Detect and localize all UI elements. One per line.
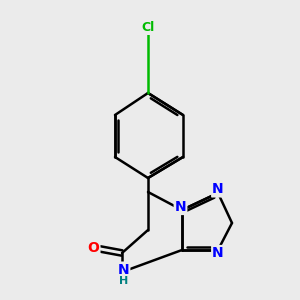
Text: Cl: Cl: [141, 21, 154, 34]
Text: N: N: [175, 200, 186, 214]
Text: N: N: [212, 182, 224, 197]
Text: N: N: [118, 262, 129, 277]
Text: H: H: [119, 276, 128, 286]
Text: O: O: [88, 241, 99, 255]
Text: N: N: [212, 246, 224, 260]
